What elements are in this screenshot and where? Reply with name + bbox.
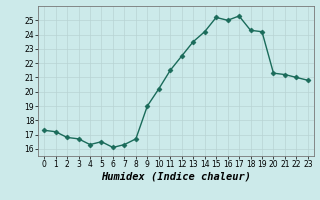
- X-axis label: Humidex (Indice chaleur): Humidex (Indice chaleur): [101, 172, 251, 182]
